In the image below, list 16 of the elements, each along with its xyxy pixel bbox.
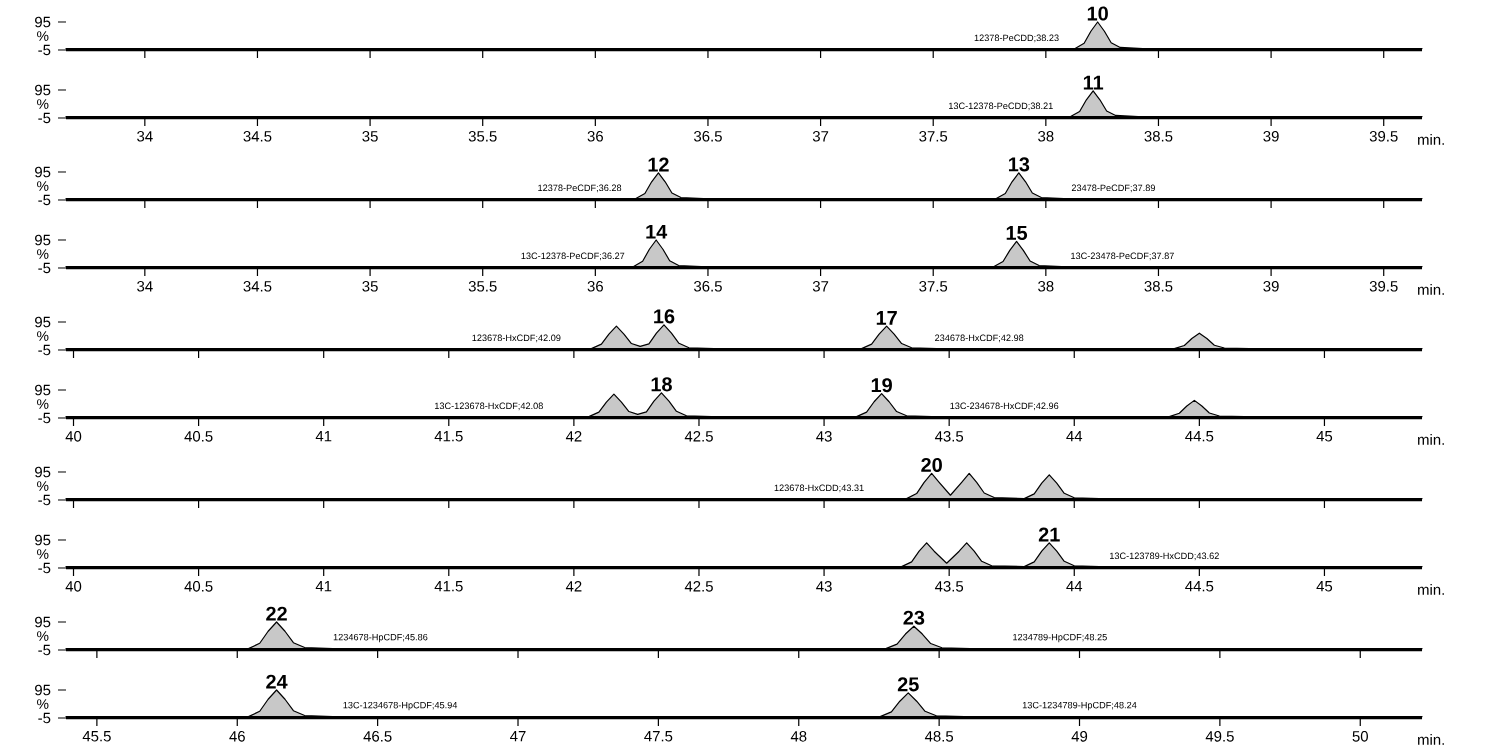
annotation: 10 bbox=[1087, 6, 1108, 21]
annotation: 11 bbox=[1083, 75, 1104, 90]
annotation: 14 bbox=[646, 224, 668, 239]
annotation: 18 bbox=[651, 377, 672, 392]
annotation: 17 bbox=[876, 311, 897, 325]
annotation: 24 bbox=[266, 674, 288, 689]
annotation: 20 bbox=[921, 457, 942, 472]
annotation: 25 bbox=[897, 677, 919, 692]
annotation: 21 bbox=[1038, 527, 1060, 542]
annotation: 16 bbox=[654, 309, 675, 324]
annotation: 12 bbox=[648, 157, 669, 172]
annotation: 23 bbox=[903, 610, 925, 625]
annotation: 13 bbox=[1008, 157, 1030, 172]
annotation: 22 bbox=[266, 606, 287, 621]
annotation: 19 bbox=[871, 378, 892, 393]
annotation: 15 bbox=[1006, 226, 1028, 240]
